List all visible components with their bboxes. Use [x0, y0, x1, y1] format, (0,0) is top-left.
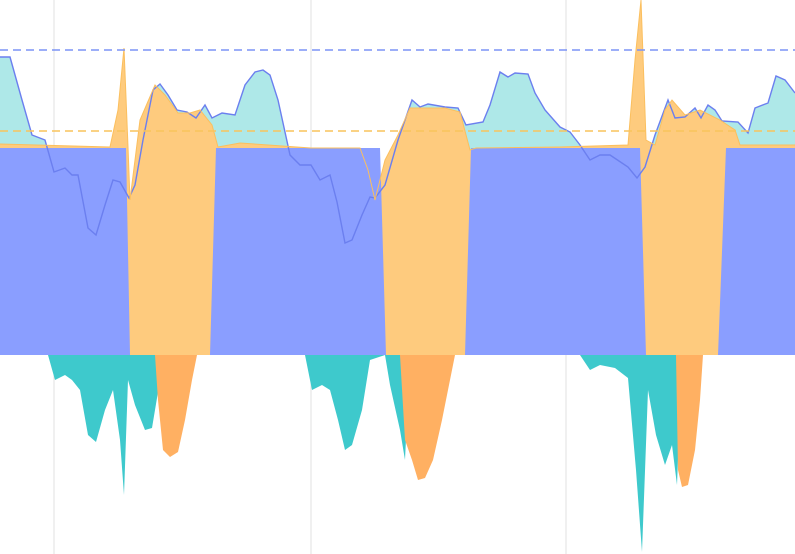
area	[0, 148, 795, 355]
area	[0, 355, 795, 552]
line	[0, 56, 795, 244]
line	[0, 0, 795, 201]
